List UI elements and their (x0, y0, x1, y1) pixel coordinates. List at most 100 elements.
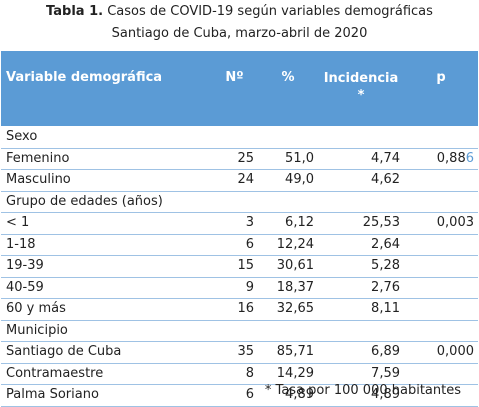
cell-incidencia (318, 320, 404, 342)
cell-variable-text: Santiago de Cuba (6, 344, 122, 360)
cell-variable: 19-39 (1, 255, 211, 278)
cell-variable-text: Grupo de edades (años) (6, 193, 163, 209)
cell-variable-text: < 1 (6, 215, 30, 231)
table-row: 1-18 6 12,24 2,64 (1, 234, 478, 256)
cell-variable-text: Municipio (6, 322, 68, 338)
cell-variable-text: Sexo (6, 129, 38, 145)
cell-percent (258, 126, 318, 149)
cell-incidencia (318, 191, 404, 213)
cell-variable-text: Palma Soriano (6, 387, 99, 403)
cell-incidencia-text: 7,59 (371, 365, 400, 381)
cell-n: 3 (211, 212, 258, 235)
cell-percent: 14,29 (258, 363, 318, 385)
cell-percent: 51,0 (258, 148, 318, 170)
cell-variable: Palma Soriano (1, 384, 211, 407)
table-row: Santiago de Cuba 35 85,71 6,89 0,000 (1, 341, 478, 364)
table-row: 40-59 9 18,37 2,76 (1, 277, 478, 299)
cell-n-text: 16 (237, 301, 254, 317)
cell-percent: 32,65 (258, 298, 318, 321)
cell-p (404, 363, 478, 385)
cell-n (211, 191, 258, 213)
cell-n: 8 (211, 363, 258, 385)
cell-incidencia: 4,74 (318, 148, 404, 170)
table-caption: Tabla 1. Casos de COVID-19 según variabl… (0, 0, 479, 45)
table-row: Sexo (1, 126, 478, 149)
cell-percent-text: 4,89 (285, 387, 314, 403)
cell-n (211, 320, 258, 342)
cell-incidencia (318, 126, 404, 149)
table-row: < 1 3 6,12 25,53 0,003 (1, 212, 478, 235)
cell-n (211, 126, 258, 149)
table-row: Municipio (1, 320, 478, 342)
caption-line-2: Santiago de Cuba, marzo-abril de 2020 (111, 26, 368, 41)
cell-p (404, 169, 478, 192)
cell-incidencia-text: 5,28 (371, 258, 400, 274)
header-variable: Variable demográfica (1, 51, 211, 127)
cell-incidencia: 2,64 (318, 234, 404, 256)
table-row: 19-39 15 30,61 5,28 (1, 255, 478, 278)
header-n: Nº (211, 51, 258, 127)
cell-p-tail: 6 (465, 150, 474, 166)
cell-p: 0,886 (404, 148, 478, 170)
cell-incidencia-text: 4,74 (371, 150, 400, 166)
cell-incidencia-text: 4,89 (371, 387, 400, 403)
cell-percent-text: 51,0 (285, 150, 314, 166)
cell-variable-text: Masculino (6, 172, 71, 188)
cell-variable-text: Contramaestre (6, 365, 104, 381)
footnote: * Tasa por 100 000 habitantes (264, 383, 461, 398)
cell-n-text: 35 (237, 344, 254, 360)
cell-incidencia: 6,89 (318, 341, 404, 364)
cell-percent: 49,0 (258, 169, 318, 192)
cell-percent-text: 32,65 (276, 301, 314, 317)
cell-percent: 6,12 (258, 212, 318, 235)
cell-n: 15 (211, 255, 258, 278)
cell-p (404, 191, 478, 213)
cell-n: 25 (211, 148, 258, 170)
caption-line-1: Tabla 1. Casos de COVID-19 según variabl… (0, 1, 479, 23)
cell-n-text: 9 (245, 279, 254, 295)
cell-incidencia: 4,62 (318, 169, 404, 192)
cell-variable-text: Femenino (6, 150, 70, 166)
table-row: Masculino 24 49,0 4,62 (1, 169, 478, 192)
cell-percent-text: 18,37 (276, 279, 314, 295)
cell-percent-text: 85,71 (276, 344, 314, 360)
cell-variable-text: 60 y más (6, 301, 66, 317)
cell-n: 6 (211, 234, 258, 256)
cell-p-text: 0,003 (436, 215, 474, 231)
cell-variable: Santiago de Cuba (1, 341, 211, 364)
cell-n-text: 3 (245, 215, 254, 231)
cell-variable: 60 y más (1, 298, 211, 321)
cell-percent (258, 191, 318, 213)
cell-percent-text: 14,29 (276, 365, 314, 381)
cell-p: 0,000 (404, 341, 478, 364)
cell-incidencia-text: 2,76 (371, 279, 400, 295)
cell-variable-text: 40-59 (6, 279, 44, 295)
cell-p-text: 0,88 (436, 150, 466, 166)
cell-variable-text: 1-18 (6, 236, 36, 252)
cell-n-text: 25 (237, 150, 254, 166)
cell-variable: 1-18 (1, 234, 211, 256)
header-incidencia: Incidencia * (318, 51, 404, 127)
cell-n: 9 (211, 277, 258, 299)
cell-n: 6 (211, 384, 258, 407)
table-row: Contramaestre 8 14,29 7,59 (1, 363, 478, 385)
cell-n-text: 8 (245, 365, 254, 381)
cell-variable: Municipio (1, 320, 211, 342)
caption-label: Tabla 1. (46, 4, 104, 19)
cell-p (404, 255, 478, 278)
cell-n-text: 15 (237, 258, 254, 274)
cell-p (404, 234, 478, 256)
header-incidencia-label: Incidencia (323, 71, 399, 86)
cell-incidencia-text: 25,53 (362, 215, 400, 231)
cell-n: 24 (211, 169, 258, 192)
cell-p (404, 126, 478, 149)
cell-percent: 85,71 (258, 341, 318, 364)
cell-p (404, 277, 478, 299)
table-row: Grupo de edades (años) (1, 191, 478, 213)
cell-incidencia: 25,53 (318, 212, 404, 235)
cell-variable: < 1 (1, 212, 211, 235)
cell-p: 0,003 (404, 212, 478, 235)
cell-incidencia: 7,59 (318, 363, 404, 385)
cell-variable: Masculino (1, 169, 211, 192)
cell-n-text: 24 (237, 172, 254, 188)
